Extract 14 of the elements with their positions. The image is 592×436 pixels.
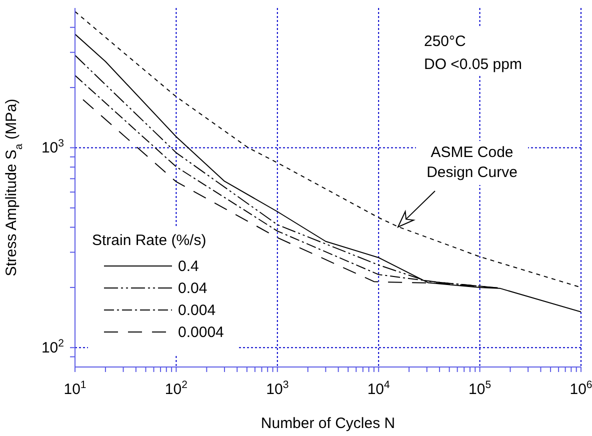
x-tick-label: 10$^{4}$ xyxy=(367,379,390,398)
annotation: ASME Code Design Curve xyxy=(426,144,518,181)
x-tick-label: 10$^{5}$ xyxy=(468,379,492,398)
x-tick-label: 10$^{1}$ xyxy=(64,379,86,398)
x-tick-label: 10$^{6}$ xyxy=(570,379,592,398)
annotation: 250°C DO <0.05 ppm xyxy=(424,33,522,73)
legend-label: 0.04 xyxy=(178,280,208,297)
x-tick-label: 10$^{3}$ xyxy=(266,379,289,398)
x-tick-label: 10$^{2}$ xyxy=(164,379,188,398)
legend-label: 0.4 xyxy=(178,258,199,275)
legend-title: Strain Rate (%/s) xyxy=(92,232,206,249)
legend-label: 0.004 xyxy=(178,302,216,319)
legend-label: 0.0004 xyxy=(178,324,224,341)
x-axis-title: Number of Cycles N xyxy=(260,415,396,432)
